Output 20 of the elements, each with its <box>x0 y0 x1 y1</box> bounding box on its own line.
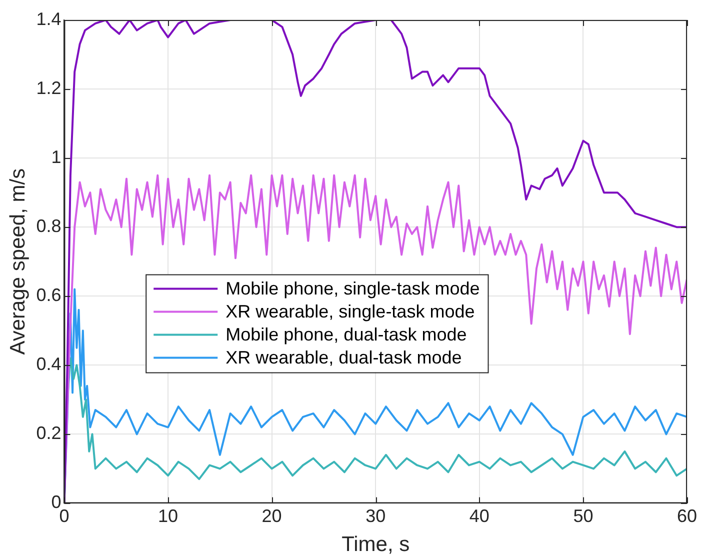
legend-label: Mobile phone, dual-task mode <box>226 324 467 345</box>
legend-label: Mobile phone, single-task mode <box>226 278 480 299</box>
y-tick-label: 0.6 <box>36 285 62 306</box>
y-axis-title: Average speed, m/s <box>6 168 30 355</box>
x-tick-label: 60 <box>676 506 698 526</box>
legend-label: XR wearable, dual-task mode <box>226 348 462 368</box>
x-tick-label: 10 <box>158 506 178 526</box>
x-tick-label: 30 <box>366 506 386 526</box>
y-tick-label: 1.4 <box>36 8 62 29</box>
x-axis-title: Time, s <box>342 533 410 556</box>
y-tick-label: 1 <box>51 147 62 168</box>
x-tick-label: 50 <box>573 506 594 526</box>
x-tick-label: 40 <box>469 506 490 526</box>
y-tick-label: 0.8 <box>36 216 62 236</box>
legend-label: XR wearable, single-task mode <box>226 302 475 322</box>
y-tick-label: 1.2 <box>36 78 62 98</box>
x-tick-label: 20 <box>262 506 282 526</box>
y-tick-label: 0 <box>51 492 62 512</box>
y-tick-label: 0.4 <box>36 354 62 374</box>
y-tick-label: 0.2 <box>36 423 62 444</box>
